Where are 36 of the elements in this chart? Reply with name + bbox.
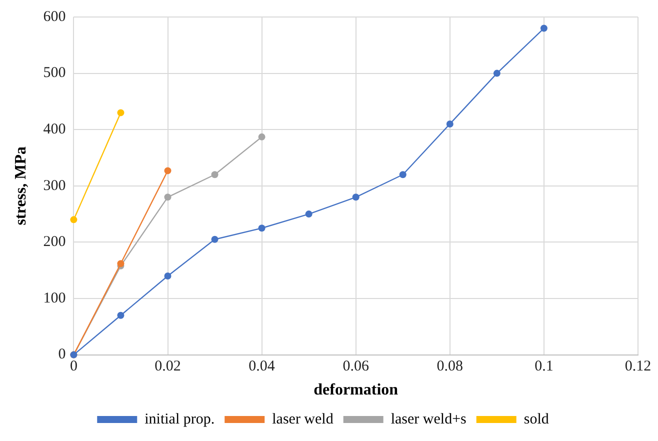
legend-label: initial prop. [144,411,215,428]
point [305,210,312,218]
y-tick-label: 100 [43,290,66,306]
point [352,194,360,201]
point [164,167,172,174]
point [258,224,266,232]
point [164,272,172,280]
point [493,70,500,77]
y-tick-label: 300 [43,178,66,194]
x-tick-label: 0.08 [436,358,464,375]
point [258,133,266,140]
legend-label: laser weld+s [390,411,467,428]
x-tick-label: 0.12 [624,358,652,375]
y-tick-label: 200 [43,234,66,250]
y-tick-label: 500 [43,65,66,82]
point [211,171,218,178]
point [70,216,78,224]
x-tick-label: 0.02 [154,358,181,375]
point [117,312,124,319]
y-tick-label: 600 [43,8,66,25]
point [211,236,218,243]
x-tick-label: 0.1 [534,358,554,375]
point [446,120,454,128]
point [399,171,406,178]
point [117,109,124,116]
legend-label: laser weld [272,411,334,428]
x-tick-label: 0 [70,358,78,375]
y-tick-label: 400 [43,122,66,138]
y-tick-label: 0 [58,346,66,363]
x-axis-title: deformation [314,382,398,399]
y-axis-title: stress, MPa [12,146,30,226]
x-tick-label: 0.06 [342,358,370,375]
x-tick-label: 0.04 [248,358,276,375]
point [164,194,172,201]
point [540,24,548,32]
legend-label: sold [524,411,550,428]
